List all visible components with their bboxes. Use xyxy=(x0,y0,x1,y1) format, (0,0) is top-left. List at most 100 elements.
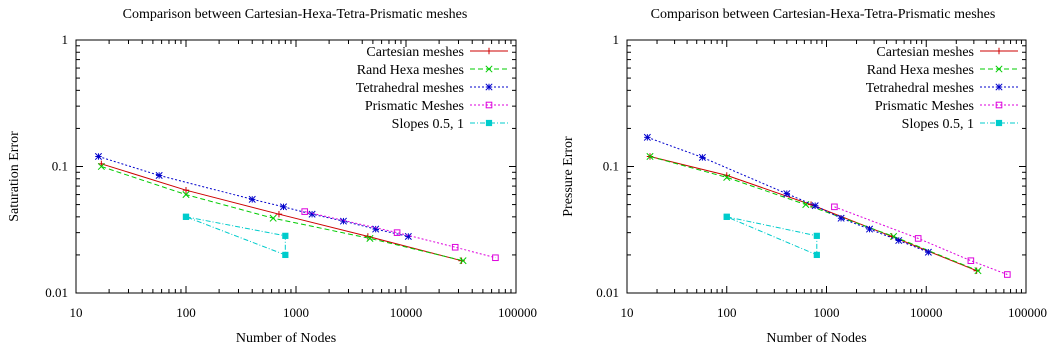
x-tick-label: 10 xyxy=(621,305,634,320)
chart-panel-1: Comparison between Cartesian-Hexa-Tetra-… xyxy=(7,7,537,346)
data-point xyxy=(924,248,932,256)
x-tick-label: 10000 xyxy=(390,305,423,320)
x-tick-label: 100000 xyxy=(1008,305,1047,320)
legend-entry: Slopes 0.5, 1 xyxy=(392,117,508,132)
data-point xyxy=(643,133,651,141)
legend-entry: Rand Hexa meshes xyxy=(357,63,508,78)
y-axis-label: Pressure Error xyxy=(561,136,576,217)
x-tick-label: 100 xyxy=(717,305,737,320)
legend-label: Slopes 0.5, 1 xyxy=(392,117,464,132)
legend-marker xyxy=(485,47,493,55)
y-tick-label: 1 xyxy=(62,32,69,47)
series-1 xyxy=(98,160,465,264)
data-point xyxy=(279,203,288,211)
data-point xyxy=(723,213,730,220)
legend-marker xyxy=(995,47,1003,55)
legend-entry: Rand Hexa meshes xyxy=(867,63,1018,78)
legend-entry: Cartesian meshes xyxy=(876,45,1018,60)
data-point xyxy=(837,214,845,222)
x-tick-label: 100000 xyxy=(498,305,537,320)
legend-label: Tetrahedral meshes xyxy=(866,81,974,96)
y-tick-label: 0.1 xyxy=(603,159,619,174)
legend-marker xyxy=(485,83,493,91)
data-point xyxy=(831,203,838,211)
legend-entry: Slopes 0.5, 1 xyxy=(902,117,1018,132)
chart-title: Comparison between Cartesian-Hexa-Tetra-… xyxy=(123,7,468,22)
chart-panel-2: Comparison between Cartesian-Hexa-Tetra-… xyxy=(561,7,1047,346)
series-line xyxy=(647,136,929,253)
x-axis-label: Number of Nodes xyxy=(766,331,866,346)
data-point xyxy=(451,243,459,251)
data-point xyxy=(492,254,499,262)
series-2 xyxy=(97,162,467,265)
legend-label: Tetrahedral meshes xyxy=(356,81,464,96)
series-line xyxy=(98,156,409,237)
series-line xyxy=(726,216,818,256)
data-point xyxy=(698,153,706,161)
data-point xyxy=(301,208,309,215)
x-tick-label: 1000 xyxy=(814,305,840,320)
legend-entry: Prismatic Meshes xyxy=(875,99,1018,114)
data-point xyxy=(973,267,980,274)
legend-entry: Prismatic Meshes xyxy=(365,99,508,114)
data-point xyxy=(393,229,401,236)
data-point xyxy=(155,171,163,179)
data-point xyxy=(248,195,256,203)
y-tick-label: 0.1 xyxy=(52,159,68,174)
data-point xyxy=(404,232,412,240)
data-point xyxy=(275,210,283,218)
y-tick-label: 1 xyxy=(613,32,620,47)
data-point xyxy=(895,236,903,245)
data-point xyxy=(372,225,380,233)
data-point xyxy=(459,257,467,265)
y-axis-label: Saturation Error xyxy=(7,131,22,222)
series-3 xyxy=(94,152,412,240)
series-5 xyxy=(723,213,820,259)
legend-marker xyxy=(995,101,1003,109)
series-1 xyxy=(646,153,980,274)
data-point xyxy=(366,234,374,242)
data-point xyxy=(1004,271,1011,278)
legend: Cartesian meshes Rand Hexa meshes Tetrahed… xyxy=(866,45,1018,132)
legend-label: Cartesian meshes xyxy=(366,45,464,60)
series-line xyxy=(185,216,286,256)
series-4 xyxy=(301,208,499,262)
legend-label: Rand Hexa meshes xyxy=(867,63,974,78)
series-line xyxy=(834,206,1008,275)
data-point xyxy=(282,251,289,259)
data-point xyxy=(94,152,103,161)
data-point xyxy=(646,152,654,161)
y-tick-label: 0.01 xyxy=(596,285,619,300)
data-point xyxy=(811,202,819,210)
data-point xyxy=(889,232,898,240)
legend-marker xyxy=(995,83,1003,91)
data-point xyxy=(914,235,922,242)
legend-entry: Tetrahedral meshes xyxy=(866,81,1018,96)
legend-label: Prismatic Meshes xyxy=(875,99,974,114)
series-5 xyxy=(182,213,289,259)
data-point xyxy=(783,190,791,198)
x-tick-label: 10000 xyxy=(910,305,943,320)
legend-marker xyxy=(485,101,493,109)
legend-label: Cartesian meshes xyxy=(876,45,974,60)
data-point xyxy=(813,232,820,239)
legend-entry: Tetrahedral meshes xyxy=(356,81,508,96)
legend-marker xyxy=(485,119,493,127)
series-3 xyxy=(643,133,932,256)
legend-label: Prismatic Meshes xyxy=(365,99,464,114)
series-4 xyxy=(831,203,1011,278)
legend-entry: Cartesian meshes xyxy=(366,45,508,60)
series-line xyxy=(101,163,462,262)
data-point xyxy=(339,217,348,225)
legend-marker xyxy=(995,119,1003,127)
legend-marker xyxy=(995,65,1003,73)
x-tick-label: 100 xyxy=(176,305,196,320)
data-point xyxy=(813,251,820,259)
series-line xyxy=(304,211,496,259)
data-point xyxy=(865,225,874,233)
data-point xyxy=(282,232,289,239)
data-point xyxy=(182,191,190,199)
data-point xyxy=(182,186,190,194)
data-point xyxy=(182,213,190,220)
